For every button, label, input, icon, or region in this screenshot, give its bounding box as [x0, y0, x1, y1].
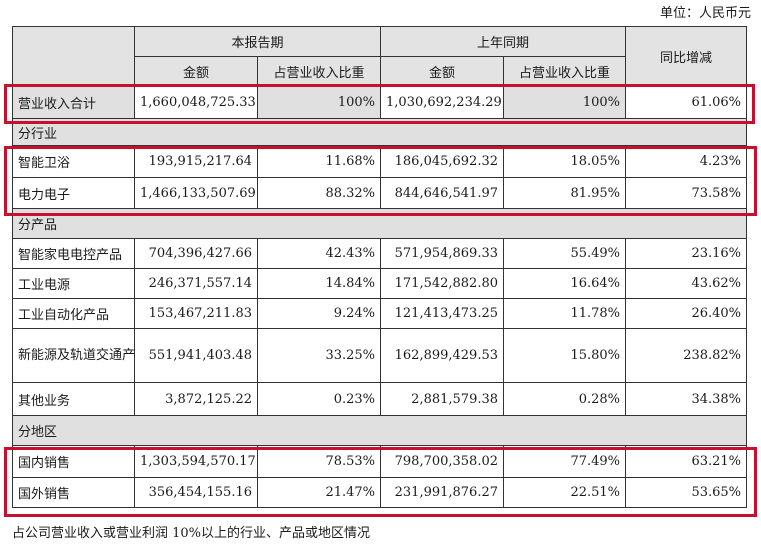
row-prior-amount: 121,413,473.25 [380, 298, 505, 329]
row-cur-amount: 1,466,133,507.69 [134, 177, 258, 209]
unit-label: 单位：人民币元 [659, 6, 751, 21]
row-cur-ratio: 88.32% [256, 177, 382, 209]
row-cur-amount: 551,941,403.48 [134, 328, 258, 383]
row-label: 国内销售 [12, 445, 135, 478]
row-cur-ratio: 33.25% [256, 328, 382, 383]
row-prior-amount: 798,700,358.02 [380, 445, 505, 478]
row-prior-ratio: 81.95% [503, 177, 627, 209]
header-current-period: 本报告期 [133, 26, 382, 57]
row-prior-amount: 844,646,541.97 [380, 177, 505, 209]
row-prior-amount: 186,045,692.32 [380, 145, 505, 178]
header-cur-amount: 金额 [134, 56, 258, 87]
row-yoy: 238.82% [625, 328, 748, 383]
total-prior-ratio: 100% [503, 86, 627, 119]
row-cur-amount: 246,371,557.14 [134, 268, 258, 299]
row-prior-amount: 171,542,882.80 [380, 268, 505, 299]
section-row-product: 分产品 [11, 208, 748, 239]
header-row-1: 本报告期 上年同期 同比增减 [12, 26, 748, 87]
table-row: 新能源及轨道交通产品 551,941,403.48 33.25% 162,899… [12, 328, 748, 383]
table-row: 智能卫浴 193,915,217.64 11.68% 186,045,692.3… [12, 145, 748, 178]
table-row: 工业电源 246,371,557.14 14.84% 171,542,882.8… [12, 268, 748, 299]
row-cur-ratio: 9.24% [256, 298, 382, 329]
row-yoy: 26.40% [625, 298, 748, 329]
row-label: 其他业务 [12, 382, 135, 416]
row-cur-ratio: 11.68% [256, 145, 382, 178]
row-cur-amount: 1,303,594,570.17 [134, 445, 258, 478]
row-cur-ratio: 42.43% [256, 238, 382, 269]
revenue-table: 本报告期 上年同期 同比增减 金额 占营业收入比重 金额 占营业收入比重 营业收… [11, 26, 748, 508]
table-row: 智能家电电控产品 704,396,427.66 42.43% 571,954,8… [12, 238, 748, 269]
row-prior-amount: 231,991,876.27 [380, 477, 505, 508]
header-prior-amount: 金额 [380, 56, 505, 87]
row-prior-amount: 2,881,579.38 [380, 382, 505, 416]
row-yoy: 73.58% [625, 177, 748, 209]
table-row: 国外销售 356,454,155.16 21.47% 231,991,876.2… [12, 477, 748, 508]
total-cur-amount: 1,660,048,725.33 [134, 86, 258, 119]
row-cur-amount: 193,915,217.64 [134, 145, 258, 178]
row-cur-ratio: 0.23% [256, 382, 382, 416]
row-yoy: 53.65% [625, 477, 748, 508]
header-prior-period: 上年同期 [380, 26, 627, 57]
row-cur-amount: 704,396,427.66 [134, 238, 258, 269]
row-prior-ratio: 77.49% [503, 445, 627, 478]
table-row: 工业自动化产品 153,467,211.83 9.24% 121,413,473… [12, 298, 748, 329]
table-row: 国内销售 1,303,594,570.17 78.53% 798,700,358… [12, 445, 748, 478]
header-row-2: 金额 占营业收入比重 金额 占营业收入比重 [13, 56, 747, 87]
row-cur-amount: 153,467,211.83 [134, 298, 258, 329]
row-cur-amount: 3,872,125.22 [134, 382, 258, 416]
header-yoy: 同比增减 [625, 26, 748, 87]
row-cur-ratio: 21.47% [256, 477, 382, 508]
header-prior-ratio: 占营业收入比重 [503, 56, 627, 87]
row-cur-amount: 356,454,155.16 [134, 477, 258, 508]
row-yoy: 63.21% [625, 445, 748, 478]
section-title: 分地区 [11, 415, 748, 446]
row-yoy: 34.38% [625, 382, 748, 416]
row-prior-ratio: 11.78% [503, 298, 627, 329]
section-title: 分产品 [11, 208, 748, 239]
section-row-region: 分地区 [11, 415, 748, 446]
total-label: 营业收入合计 [12, 86, 135, 119]
total-cur-ratio: 100% [256, 86, 382, 119]
row-cur-ratio: 78.53% [256, 445, 382, 478]
row-label: 工业电源 [12, 268, 135, 299]
total-yoy: 61.06% [625, 86, 748, 119]
header-blank [12, 26, 135, 87]
total-prior-amount: 1,030,692,234.29 [380, 86, 505, 119]
row-label: 工业自动化产品 [12, 298, 135, 329]
row-prior-amount: 571,954,869.33 [380, 238, 505, 269]
row-cur-ratio: 14.84% [256, 268, 382, 299]
row-label: 智能卫浴 [12, 145, 135, 178]
total-row: 营业收入合计 1,660,048,725.33 100% 1,030,692,2… [12, 86, 748, 119]
row-label: 电力电子 [12, 177, 135, 209]
header-cur-ratio: 占营业收入比重 [256, 56, 382, 87]
footnote: 占公司营业收入或营业利润 10%以上的行业、产品或地区情况 [12, 526, 371, 541]
row-prior-ratio: 55.49% [503, 238, 627, 269]
row-prior-amount: 162,899,429.53 [380, 328, 505, 383]
row-label: 国外销售 [12, 477, 135, 508]
row-prior-ratio: 18.05% [503, 145, 627, 178]
row-label: 智能家电电控产品 [12, 238, 135, 269]
row-prior-ratio: 15.80% [503, 328, 627, 383]
row-prior-ratio: 0.28% [503, 382, 627, 416]
table-row: 其他业务 3,872,125.22 0.23% 2,881,579.38 0.2… [12, 382, 748, 416]
row-yoy: 23.16% [625, 238, 748, 269]
table-row: 电力电子 1,466,133,507.69 88.32% 844,646,541… [12, 177, 748, 209]
section-title: 分行业 [11, 118, 748, 146]
section-row-industry: 分行业 [11, 118, 748, 146]
row-yoy: 43.62% [625, 268, 748, 299]
row-prior-ratio: 22.51% [503, 477, 627, 508]
row-prior-ratio: 16.64% [503, 268, 627, 299]
row-yoy: 4.23% [625, 145, 748, 178]
row-label: 新能源及轨道交通产品 [12, 328, 135, 383]
